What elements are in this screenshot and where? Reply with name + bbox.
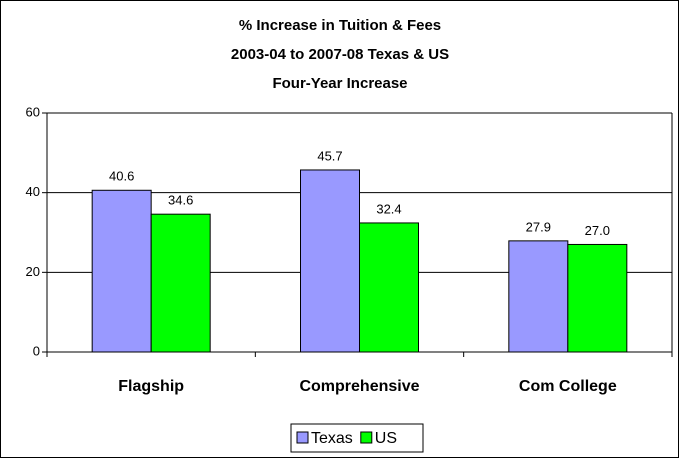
y-tick-label: 60 xyxy=(26,104,40,119)
legend-swatch xyxy=(296,431,309,444)
x-tick-label: Comprehensive xyxy=(299,378,419,395)
bar xyxy=(150,213,211,353)
y-tick-label: 20 xyxy=(26,264,40,279)
data-label: 32.4 xyxy=(376,201,401,216)
legend-swatch xyxy=(360,431,373,444)
data-label: 27.0 xyxy=(585,223,610,238)
bar xyxy=(300,169,360,353)
chart-title: 2003-04 to 2007-08 Texas & US xyxy=(231,46,449,63)
legend-box xyxy=(290,423,424,453)
bar xyxy=(359,222,419,353)
data-label: 27.9 xyxy=(526,219,551,234)
data-label: 40.6 xyxy=(109,169,134,184)
bar xyxy=(91,189,152,353)
data-label: 45.7 xyxy=(317,148,342,163)
bar xyxy=(508,240,569,353)
x-tick-label: Com College xyxy=(519,378,617,395)
y-tick-label: 40 xyxy=(26,184,40,199)
bar xyxy=(567,243,628,353)
legend-label: US xyxy=(375,430,397,447)
data-label: 34.6 xyxy=(168,193,193,208)
x-tick-label: Flagship xyxy=(118,378,184,395)
chart-title: % Increase in Tuition & Fees xyxy=(239,17,441,34)
chart-title: Four-Year Increase xyxy=(272,75,407,92)
legend-label: Texas xyxy=(311,430,353,447)
y-tick-label: 0 xyxy=(33,343,40,358)
